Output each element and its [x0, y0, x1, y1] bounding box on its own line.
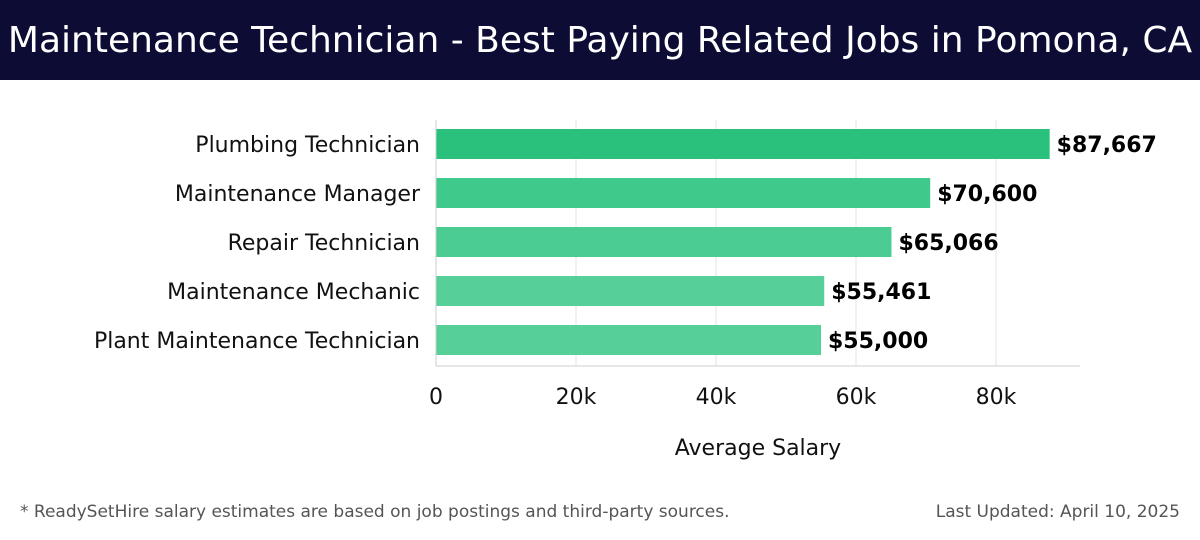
last-updated: Last Updated: April 10, 2025: [935, 502, 1180, 522]
value-label: $55,000: [828, 329, 928, 354]
bar: [436, 276, 825, 306]
bar: [436, 227, 892, 257]
category-label: Repair Technician: [228, 231, 420, 256]
x-tick-label: 80k: [976, 385, 1017, 410]
category-label: Plant Maintenance Technician: [94, 329, 420, 354]
x-tick-label: 40k: [696, 385, 737, 410]
axes: [435, 120, 1080, 367]
bar: [436, 129, 1050, 159]
value-label: $65,066: [898, 231, 998, 256]
value-label: $70,600: [937, 182, 1037, 207]
salary-bar-chart: 0 20k 40k 60k 80k Plumbing Technician $87,667 M…: [94, 120, 1157, 461]
value-label: $55,461: [831, 280, 931, 305]
bar: [436, 325, 821, 355]
x-tick-label: 0: [429, 385, 443, 410]
x-axis-label: Average Salary: [675, 436, 841, 461]
bar: [436, 178, 931, 208]
value-label: $87,667: [1057, 133, 1157, 158]
category-label: Maintenance Mechanic: [167, 280, 420, 305]
category-label: Plumbing Technician: [195, 133, 420, 158]
x-tick-label: 60k: [836, 385, 877, 410]
page-title: Maintenance Technician - Best Paying Rel…: [7, 19, 1193, 61]
x-tick-label: 20k: [556, 385, 597, 410]
bars: [436, 129, 1050, 355]
category-label: Maintenance Manager: [175, 182, 421, 207]
labels: 0 20k 40k 60k 80k Plumbing Technician $87,667 M…: [94, 133, 1157, 410]
footer-disclaimer: * ReadySetHire salary estimates are base…: [20, 502, 730, 522]
title-banner: Maintenance Technician - Best Paying Rel…: [0, 0, 1200, 80]
